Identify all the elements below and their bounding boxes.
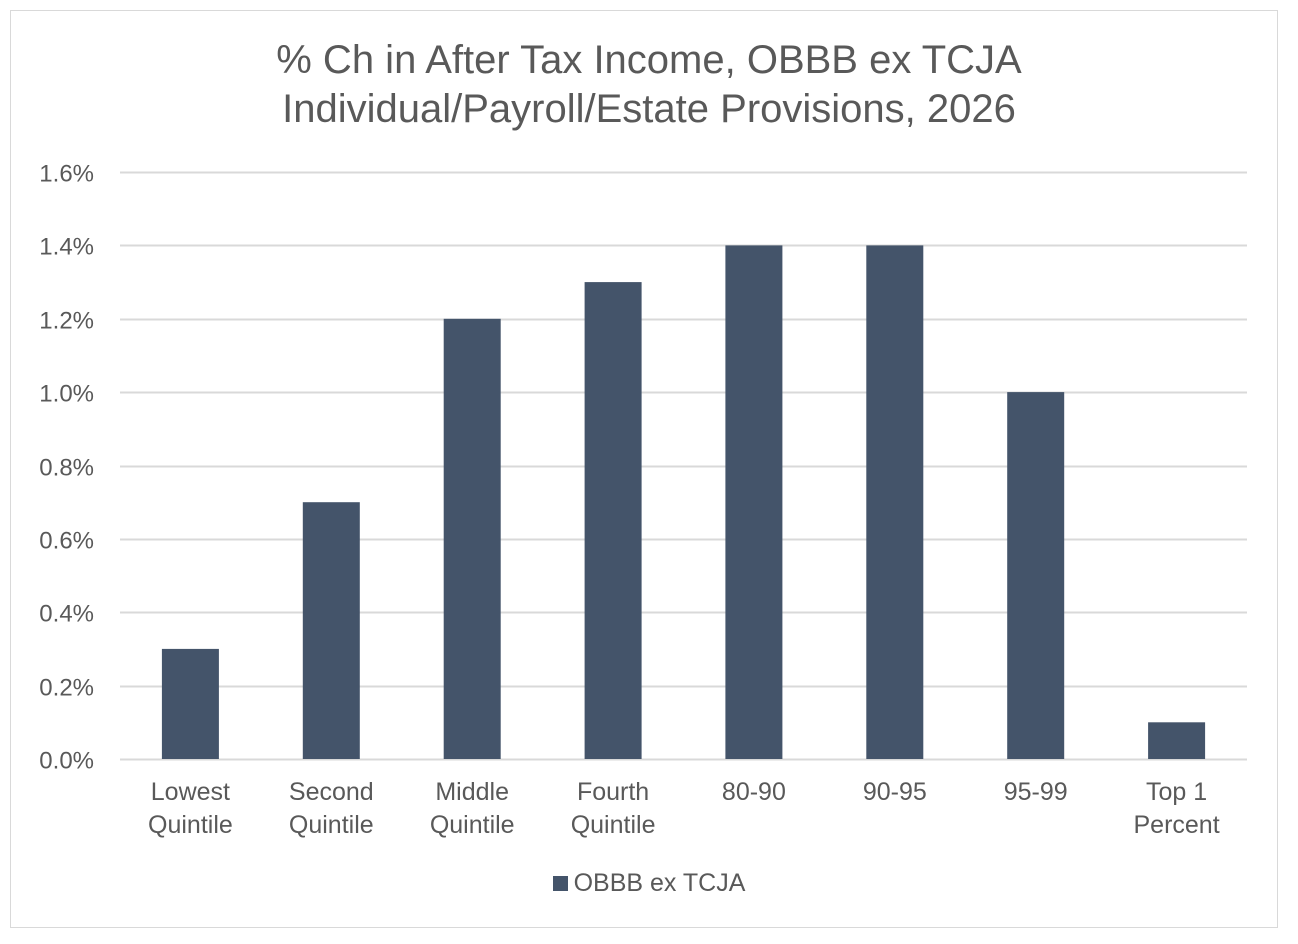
x-category-label-line: Lowest: [151, 778, 230, 806]
bar: [866, 245, 924, 759]
x-category-label: Fourth Quintile: [571, 778, 656, 839]
y-tick-label: 0.6%: [39, 528, 94, 555]
gridlines: [120, 171, 1247, 761]
chart-frame: [10, 10, 1278, 928]
x-category-label-line: Quintile: [148, 811, 233, 839]
x-category-label-line: 95-99: [1004, 778, 1068, 806]
legend-swatch: [552, 876, 568, 891]
x-category-label-line: Quintile: [289, 811, 374, 839]
y-axis-tick-labels: 0.0% 0.2% 0.4% 0.6% 0.8% 1.0% 1.2% 1.4% 1.6%: [39, 161, 94, 775]
y-tick-label: 0.2%: [39, 675, 94, 702]
x-category-label: 95-99: [1004, 778, 1068, 806]
x-category-label: Top 1 Percent: [1134, 778, 1220, 839]
bar: [302, 502, 360, 759]
y-tick-label: 1.4%: [39, 234, 94, 261]
y-tick-label: 1.2%: [39, 308, 94, 335]
x-category-label-line: 90-95: [863, 778, 927, 806]
x-category-label: Middle Quintile: [430, 778, 515, 839]
bar: [584, 282, 642, 759]
y-tick-label: 1.0%: [39, 381, 94, 408]
x-category-label-line: Top 1: [1146, 778, 1207, 806]
bar: [725, 245, 783, 759]
legend: OBBB ex TCJA: [0, 866, 1298, 900]
x-category-label: Second Quintile: [289, 778, 374, 839]
chart-title-line-2: Individual/Payroll/Estate Provisions, 20…: [282, 87, 1016, 131]
x-category-label: 80-90: [722, 778, 786, 806]
x-category-label-line: Quintile: [571, 811, 656, 839]
x-category-label: 90-95: [863, 778, 927, 806]
bar: [443, 318, 501, 759]
y-tick-label: 0.0%: [39, 748, 94, 775]
x-category-label-line: Quintile: [430, 811, 515, 839]
y-tick-label: 0.8%: [39, 455, 94, 482]
x-category-label-line: Middle: [435, 778, 509, 806]
x-category-label-line: Fourth: [577, 778, 649, 806]
legend-label: OBBB ex TCJA: [573, 869, 746, 897]
x-category-label-line: 80-90: [722, 778, 786, 806]
x-category-label: Lowest Quintile: [148, 778, 233, 839]
bar: [1007, 392, 1065, 759]
y-tick-label: 1.6%: [39, 161, 94, 188]
chart-title: % Ch in After Tax Income, OBBB ex TCJA I…: [0, 36, 1298, 134]
x-axis-category-labels: Lowest Quintile Second Quintile Middle Quinti…: [148, 778, 1220, 839]
bar: [161, 648, 219, 759]
bars: [161, 245, 1206, 759]
y-tick-label: 0.4%: [39, 601, 94, 628]
x-category-label-line: Second: [289, 778, 374, 806]
chart-title-line-1: % Ch in After Tax Income, OBBB ex TCJA: [276, 38, 1022, 82]
x-category-label-line: Percent: [1134, 811, 1220, 839]
bar: [1148, 722, 1206, 759]
